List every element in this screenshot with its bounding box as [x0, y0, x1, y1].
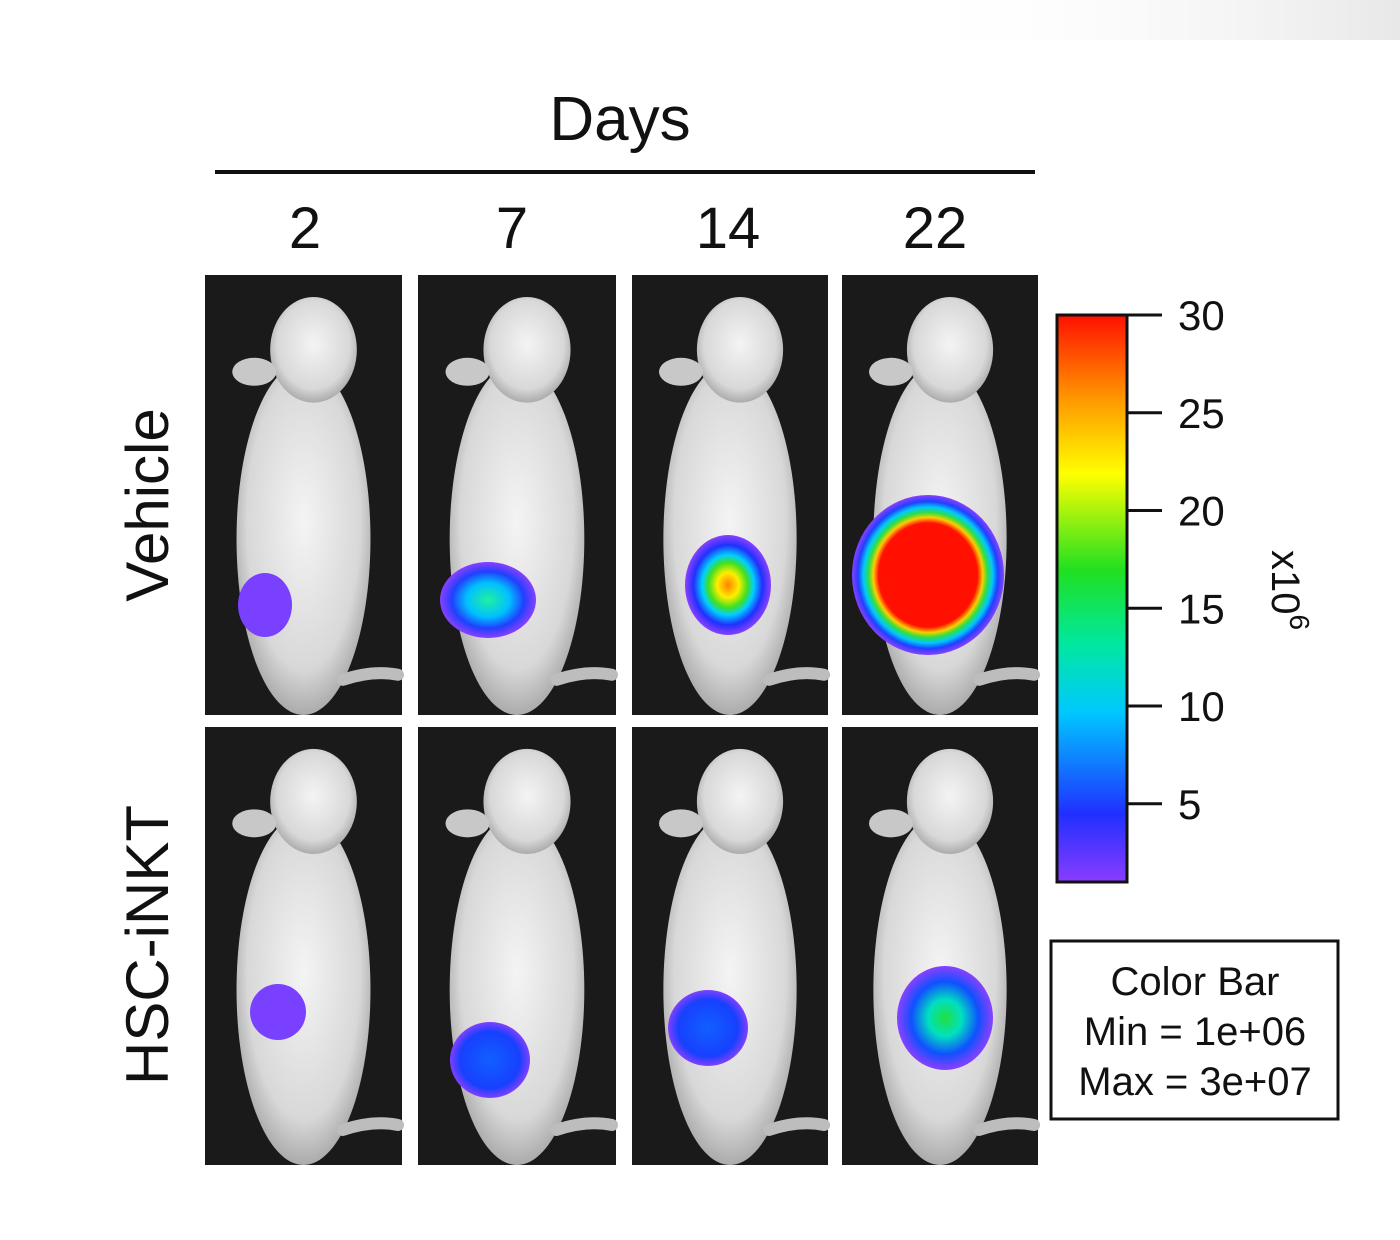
row-label: Vehicle	[114, 408, 181, 601]
color-bar	[1055, 313, 1129, 884]
mouse-head	[270, 297, 357, 403]
mouse-ear	[445, 809, 490, 838]
mouse-leg	[550, 1117, 619, 1136]
legend-max: Max = 3e+07	[1078, 1060, 1312, 1104]
signal	[450, 1022, 530, 1098]
tick-label: 10	[1178, 683, 1225, 730]
legend-title: Color Bar	[1111, 960, 1280, 1004]
mouse-head	[906, 748, 994, 855]
mouse-leg	[763, 667, 831, 686]
mouse-leg	[336, 1117, 405, 1136]
signal	[668, 990, 748, 1066]
mouse-head	[906, 297, 994, 403]
tick-label: 25	[1178, 390, 1225, 437]
column-label: 14	[696, 196, 761, 261]
legend-box	[1049, 939, 1340, 1121]
tick-label: 30	[1178, 292, 1225, 339]
panels	[205, 275, 1041, 1165]
signal	[238, 573, 292, 637]
unit-base: x10	[1263, 550, 1307, 615]
mouse-ear	[659, 809, 703, 838]
mouse-body	[449, 814, 585, 1165]
mouse-head	[483, 297, 571, 403]
column-label: 22	[903, 196, 968, 261]
signal	[250, 984, 306, 1040]
corner-shade	[900, 0, 1400, 40]
tick-label: 20	[1178, 488, 1225, 535]
mouse-leg	[550, 667, 619, 686]
mouse-body	[236, 814, 371, 1165]
tick-label: 15	[1178, 585, 1225, 632]
color-bar-ticks: 5 10 15 20 25 30	[1127, 292, 1225, 828]
signal	[897, 966, 993, 1070]
column-label: 2	[289, 196, 321, 261]
signal	[440, 562, 536, 638]
days-title: Days	[549, 85, 690, 154]
mouse-head	[270, 748, 357, 855]
column-label: 7	[496, 196, 528, 261]
mouse-leg	[973, 1117, 1041, 1136]
signal	[685, 535, 771, 635]
mouse-ear	[232, 357, 277, 386]
signal	[852, 495, 1004, 655]
mouse-body	[236, 363, 371, 715]
mouse-head	[696, 297, 784, 403]
mouse-body	[663, 814, 797, 1165]
tick-label: 5	[1178, 781, 1201, 828]
mouse-leg	[973, 667, 1041, 686]
legend-min: Min = 1e+06	[1084, 1010, 1306, 1054]
row-label: HSC-iNKT	[114, 805, 181, 1085]
mouse-ear	[445, 357, 490, 386]
mouse-leg	[763, 1117, 831, 1136]
mouse-leg	[336, 667, 405, 686]
mouse-ear	[869, 357, 913, 386]
mouse-head	[696, 748, 784, 855]
mouse-ear	[869, 809, 913, 838]
mouse-ear	[659, 357, 703, 386]
unit-exponent: 6	[1284, 614, 1315, 630]
color-bar-unit: x106	[1263, 550, 1315, 630]
mouse-head	[483, 748, 571, 855]
mouse-body	[449, 363, 585, 715]
mouse-ear	[232, 809, 277, 838]
